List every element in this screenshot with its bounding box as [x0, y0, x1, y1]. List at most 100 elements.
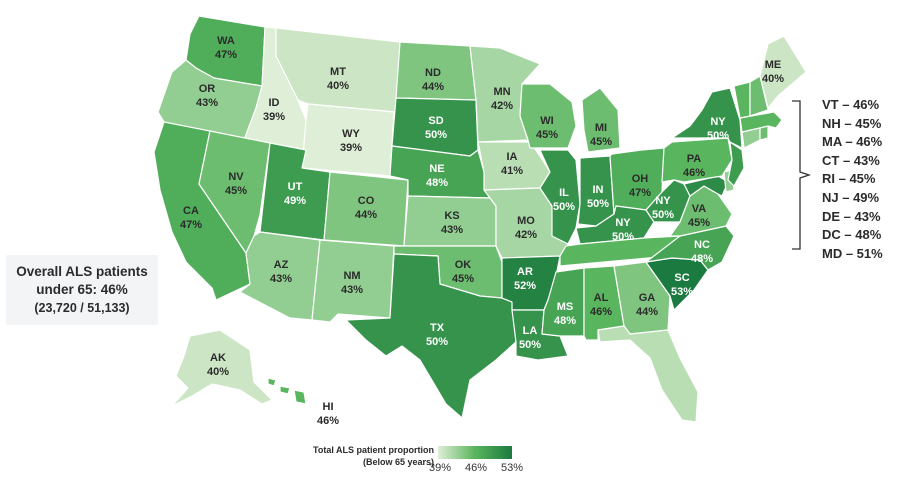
state-label-ms: MS [557, 301, 574, 313]
state-wi[interactable] [519, 83, 577, 149]
overall-line-2: under 65: 46% [36, 282, 128, 297]
state-value-wy: 39% [340, 142, 362, 154]
state-label-sd: SD [428, 115, 443, 127]
state-me[interactable] [759, 35, 807, 109]
state-label-ga: GA [639, 292, 656, 304]
state-value-sc: 53% [671, 286, 693, 298]
state-label-oh: OH [632, 173, 649, 185]
state-label-al: AL [594, 292, 609, 304]
state-label-ne: NE [429, 163, 444, 175]
ne-item-ri: RI – 45% [822, 171, 876, 187]
state-value-hi: 46% [317, 415, 339, 427]
state-hi[interactable] [267, 377, 307, 405]
state-mi[interactable] [581, 87, 621, 153]
state-value-nv: 45% [225, 185, 247, 197]
state-label-ak: AK [210, 352, 226, 364]
state-label-tx: TX [430, 322, 445, 334]
state-label-sc: SC [674, 272, 689, 284]
ne-item-vt: VT – 46% [822, 97, 880, 112]
legend-max-label: 53% [500, 462, 524, 474]
legend-title-line-1: Total ALS patient proportion [313, 445, 434, 455]
state-label-mi: MI [595, 122, 607, 134]
state-fl[interactable] [597, 325, 699, 423]
state-ak[interactable] [171, 329, 273, 407]
state-value-wi: 45% [536, 129, 558, 141]
state-label-ny: NY [710, 116, 726, 128]
legend-color-bar [438, 446, 512, 459]
state-value-nm: 43% [341, 284, 363, 296]
state-value-mi: 45% [590, 136, 612, 148]
state-label-mt: MT [330, 66, 346, 78]
overall-line-1: Overall ALS patients [16, 264, 148, 279]
state-label-hi: HI [323, 401, 334, 413]
ne-item-de: DE – 43% [822, 208, 881, 224]
state-label-ca: CA [183, 205, 199, 217]
state-md[interactable] [683, 175, 729, 197]
state-label-or: OR [199, 83, 216, 95]
state-value-va: 45% [688, 217, 710, 229]
state-value-ok: 45% [452, 273, 474, 285]
state-value-ms: 48% [554, 315, 576, 327]
state-ma[interactable] [739, 111, 783, 133]
state-value-il: 50% [553, 201, 575, 213]
ne-item-ct: CT – 43% [822, 152, 880, 168]
state-value-ca: 47% [180, 219, 202, 231]
overall-line-3: (23,720 / 51,133) [34, 301, 130, 315]
legend-title-line-2: (Below 65 years) [362, 457, 434, 467]
state-shapes [153, 15, 807, 423]
state-value-mt: 40% [327, 80, 349, 92]
state-label-pa: PA [687, 153, 702, 165]
state-value-mn: 42% [491, 100, 513, 112]
state-value-me: 40% [762, 73, 784, 85]
ne-item-nh: NH – 45% [822, 115, 882, 131]
state-nj[interactable] [727, 141, 745, 187]
state-label-nv: NV [228, 171, 244, 183]
state-il[interactable] [539, 149, 581, 245]
state-value-ne: 48% [426, 177, 448, 189]
state-label-wy: WY [342, 128, 360, 140]
legend-mid-label: 46% [464, 462, 488, 474]
state-pa[interactable] [661, 137, 733, 183]
state-label-wa: WA [217, 35, 235, 47]
state-value-nc: 48% [691, 253, 713, 265]
state-label-va: VA [692, 203, 707, 215]
ne-item-md: MD – 51% [822, 245, 883, 261]
state-label-mn: MN [493, 86, 510, 98]
state-label-me: ME [765, 59, 782, 71]
state-value-oh: 47% [629, 187, 651, 199]
state-label-la: LA [523, 325, 538, 337]
state-value-in: 50% [587, 198, 609, 210]
state-value-la: 50% [519, 339, 541, 351]
state-label-ia: IA [507, 151, 518, 163]
state-value-mo: 42% [515, 229, 537, 241]
state-value-co: 44% [355, 209, 377, 221]
state-label-ky: NY [615, 217, 631, 229]
state-value-wa: 47% [215, 49, 237, 61]
state-label-nc: NC [694, 239, 710, 251]
state-value-sd: 50% [425, 129, 447, 141]
ne-item-nj: NJ – 49% [822, 189, 880, 205]
ne-item-dc: DC – 48% [822, 227, 882, 243]
state-label-il: IL [559, 187, 569, 199]
legend-min-label: 39% [428, 462, 452, 474]
state-value-ut: 49% [284, 195, 306, 207]
state-ny[interactable] [671, 87, 743, 149]
state-value-az: 43% [270, 273, 292, 285]
state-value-al: 46% [590, 306, 612, 318]
state-labels: WA 47% OR 43% CA 47% ID 39% NV 45% MT 40% WY 39% UT 49%… [180, 35, 784, 427]
state-tx[interactable] [345, 253, 517, 419]
state-value-ks: 43% [441, 224, 463, 236]
state-value-ky: 50% [612, 231, 634, 243]
state-label-ut: UT [288, 181, 303, 193]
state-wy[interactable] [301, 103, 395, 177]
state-value-tx: 50% [426, 336, 448, 348]
state-label-co: CO [358, 195, 375, 207]
state-label-wi: WI [540, 115, 553, 127]
state-value-wv: 50% [652, 209, 674, 221]
state-label-ar: AR [517, 266, 533, 278]
state-value-ak: 40% [207, 366, 229, 378]
state-label-ok: OK [455, 259, 472, 271]
overall-summary-box: Overall ALS patients under 65: 46% (23,7… [6, 255, 158, 325]
state-nh[interactable] [749, 75, 769, 117]
